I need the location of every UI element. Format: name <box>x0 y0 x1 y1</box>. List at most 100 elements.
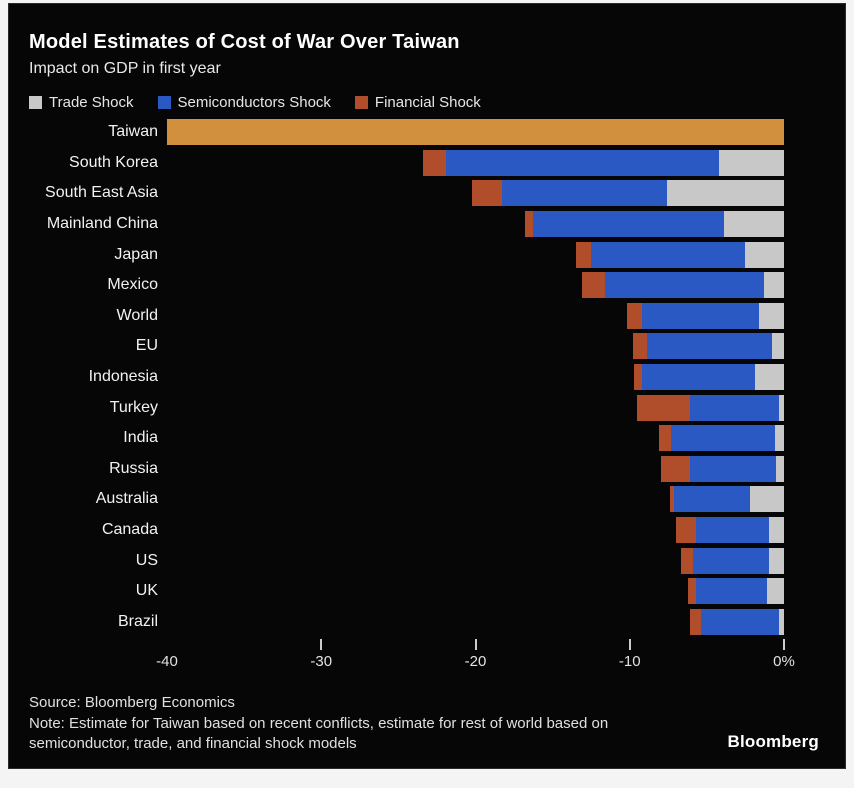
bar-segment <box>689 608 701 635</box>
chart-row: Mainland China <box>29 209 785 240</box>
category-label: Japan <box>114 245 158 263</box>
legend-label: Financial Shock <box>374 93 481 111</box>
bar-segment <box>689 455 777 482</box>
legend-item: Trade Shock <box>29 94 134 111</box>
chart-row: Indonesia <box>29 362 785 393</box>
bar-segment <box>696 517 769 544</box>
bar-segment <box>767 578 785 605</box>
category-label: Turkey <box>109 398 158 416</box>
chart-row: Japan <box>29 239 784 270</box>
bar-track <box>167 425 784 452</box>
bar-segment <box>659 425 672 452</box>
bar-segment <box>637 394 690 421</box>
bar-segment <box>700 608 780 635</box>
bar-segment <box>605 272 764 299</box>
bar-segment <box>719 149 784 176</box>
chart-row: World <box>29 301 784 332</box>
bar-segment <box>750 486 784 513</box>
stacked-bar <box>575 241 784 268</box>
axis-tick-label: -10 <box>618 653 641 671</box>
chart-subtitle: Impact on GDP in first year <box>29 60 221 77</box>
chart-row: Russia <box>29 454 785 485</box>
bar-track <box>167 547 784 574</box>
bar-segment <box>680 547 693 574</box>
category-label: Australia <box>95 490 158 508</box>
stacked-bar <box>581 272 784 299</box>
bar-track <box>167 333 784 360</box>
bar-segment <box>763 272 784 299</box>
bar-track <box>167 272 784 299</box>
category-label: Mainland China <box>46 215 158 233</box>
chart-footer: Source: Bloomberg Economics Note: Estima… <box>9 693 845 754</box>
stacked-bar <box>680 547 784 574</box>
chart-row: South East Asia <box>29 178 785 209</box>
stacked-bar <box>669 486 784 513</box>
chart-row: Taiwan <box>29 117 784 148</box>
bar-segment <box>575 241 592 268</box>
stacked-bar <box>634 364 785 391</box>
category-label: US <box>135 551 158 569</box>
category-label: EU <box>135 337 158 355</box>
legend-swatch-icon <box>157 95 171 109</box>
bar-segment <box>646 333 772 360</box>
bar-segment <box>696 578 768 605</box>
category-label: South Korea <box>69 153 158 171</box>
bar-track <box>167 211 785 238</box>
bar-track <box>167 517 784 544</box>
bar-segment <box>674 486 751 513</box>
category-label: Canada <box>101 521 158 539</box>
bar-segment <box>666 180 785 207</box>
bar-segment <box>768 517 784 544</box>
bar-segment <box>532 211 724 238</box>
category-label: World <box>116 306 159 324</box>
legend-item: Semiconductors Shock <box>157 93 331 111</box>
bar-segment <box>689 394 780 421</box>
bar-segment <box>642 364 755 391</box>
category-label: India <box>123 429 158 447</box>
legend-item: Financial Shock <box>354 93 481 111</box>
chart-row: US <box>29 545 784 576</box>
bar-segment <box>423 149 447 176</box>
bar-segment <box>669 486 675 513</box>
category-label: UK <box>135 582 158 600</box>
axis-tick-label: -40 <box>156 653 178 671</box>
chart-row: Mexico <box>29 270 784 301</box>
bar-segment <box>472 180 502 207</box>
axis-tick-label: -30 <box>310 653 333 671</box>
chart-row: Brazil <box>29 607 784 638</box>
bar-segment <box>660 455 690 482</box>
axis-tick <box>320 639 323 651</box>
bar-segment <box>771 333 784 360</box>
bar-segment <box>693 547 769 574</box>
category-label: Russia <box>109 459 158 477</box>
stacked-bar <box>637 394 784 421</box>
chart-row: India <box>29 423 784 454</box>
category-label: Brazil <box>117 612 158 630</box>
stacked-bar <box>688 578 785 605</box>
chart-area: Taiwan South Korea South East Asia Mainl… <box>9 110 845 671</box>
bar-segment <box>754 364 785 391</box>
bar-segment <box>446 149 720 176</box>
bar-segment <box>745 241 784 268</box>
stacked-bar <box>423 149 784 176</box>
axis-tick <box>628 639 631 651</box>
stacked-bar <box>626 302 784 329</box>
category-label: Mexico <box>107 276 158 294</box>
legend-label: Semiconductors Shock <box>177 93 331 111</box>
axis-tick <box>474 639 477 651</box>
footer-notes: Source: Bloomberg Economics Note: Estima… <box>29 693 689 754</box>
legend-swatch-icon <box>354 95 368 109</box>
bar-segment <box>779 608 784 635</box>
stacked-bar <box>676 517 784 544</box>
stacked-bar <box>659 425 784 452</box>
axis-tick-label: 0% <box>773 653 795 671</box>
axis-tick <box>783 639 785 651</box>
chart-card: Model Estimates of Cost of War Over Taiw… <box>8 3 846 769</box>
bar-segment <box>642 302 760 329</box>
bar-track <box>167 364 785 391</box>
axis-spacer <box>29 637 167 671</box>
bar-track <box>167 455 785 482</box>
bar-segment <box>776 455 785 482</box>
bar-segment <box>501 180 667 207</box>
bar-track <box>167 180 785 207</box>
